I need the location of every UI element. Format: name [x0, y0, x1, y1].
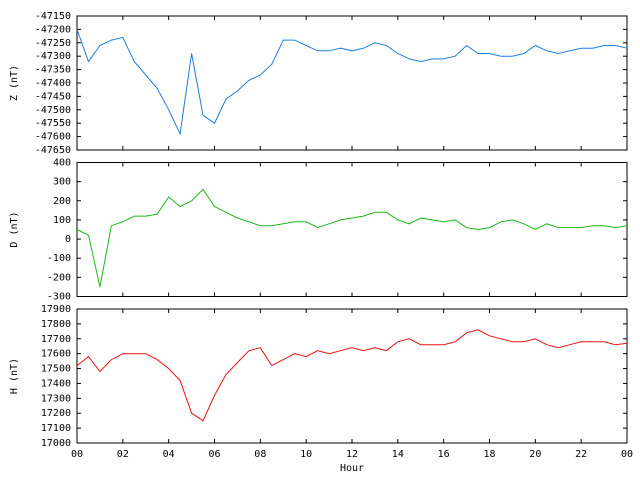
plot-frame [76, 15, 628, 151]
x-tick-label: 18 [483, 449, 495, 460]
y-tick-label: -47300 [35, 51, 71, 62]
y-tick-label: 17800 [41, 319, 71, 330]
x-tick-label: 16 [438, 449, 450, 460]
y-tick-label: -47250 [35, 38, 71, 49]
y-tick-label: -300 [47, 292, 71, 303]
x-tick-label: 00 [621, 449, 633, 460]
y-axis-label: Z (nT) [9, 65, 20, 101]
y-tick-label: -47150 [35, 11, 71, 22]
y-axis-label: H (nT) [9, 358, 20, 394]
x-tick-label: 06 [208, 449, 220, 460]
y-tick-label: -47550 [35, 118, 71, 129]
data-line [76, 188, 628, 288]
y-tick-label: 100 [53, 215, 71, 226]
x-tick-label: 10 [300, 449, 312, 460]
y-tick-label: 17900 [41, 304, 71, 315]
y-tick-label: -200 [47, 272, 71, 283]
y-tick-label: 17100 [41, 423, 71, 434]
y-tick-label: 17400 [41, 378, 71, 389]
y-tick-label: -47450 [35, 91, 71, 102]
x-tick-label: 08 [254, 449, 266, 460]
x-tick-label: 20 [529, 449, 541, 460]
x-tick-label: 12 [346, 449, 358, 460]
x-axis-label: Hour [340, 463, 364, 474]
y-tick-label: 0 [65, 234, 71, 245]
plot-frame [76, 162, 628, 297]
y-tick-label: 17700 [41, 334, 71, 345]
x-tick-label: 00 [71, 449, 83, 460]
y-tick-label: -47350 [35, 65, 71, 76]
y-tick-label: 17200 [41, 408, 71, 419]
x-tick-label: 14 [392, 449, 404, 460]
y-axis-label: D (nT) [9, 211, 20, 247]
x-tick-label: 22 [575, 449, 587, 460]
data-line [76, 329, 628, 422]
data-line [76, 29, 628, 136]
y-tick-label: 17000 [41, 438, 71, 449]
x-tick-label: 02 [117, 449, 129, 460]
y-tick-label: -47200 [35, 24, 71, 35]
plot-frame [76, 308, 628, 444]
y-tick-label: -100 [47, 253, 71, 264]
y-tick-label: 400 [53, 158, 71, 169]
y-tick-label: -47400 [35, 78, 71, 89]
y-tick-label: 17600 [41, 349, 71, 360]
y-tick-label: -47500 [35, 105, 71, 116]
x-tick-label: 04 [163, 449, 175, 460]
y-tick-label: 17500 [41, 364, 71, 375]
y-tick-label: -47650 [35, 145, 71, 156]
y-tick-label: 300 [53, 177, 71, 188]
y-tick-label: 200 [53, 196, 71, 207]
y-tick-label: -47600 [35, 132, 71, 143]
y-tick-label: 17300 [41, 393, 71, 404]
